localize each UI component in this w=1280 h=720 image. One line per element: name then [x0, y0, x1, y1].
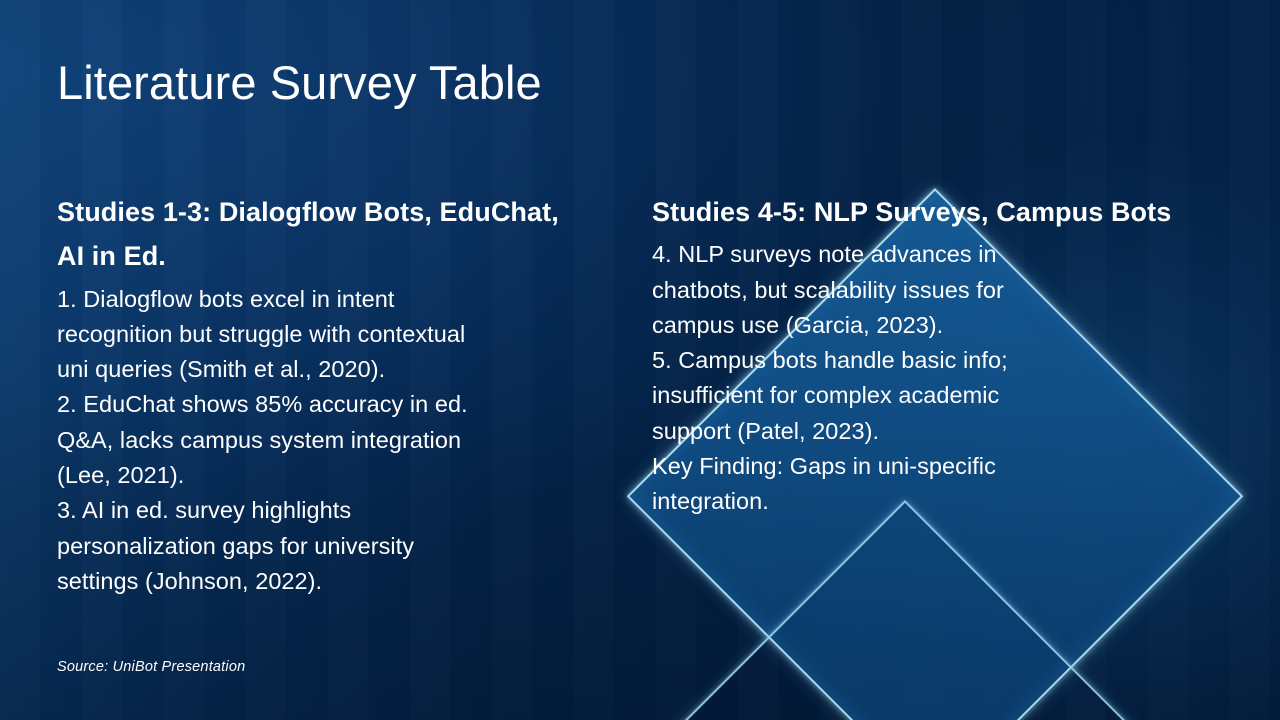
body-line: 2. EduChat shows 85% accuracy in ed.: [57, 391, 468, 418]
body-line: uni queries (Smith et al., 2020).: [57, 356, 386, 383]
body-line: integration.: [652, 488, 769, 515]
body-line: chatbots, but scalability issues for: [652, 276, 1004, 303]
body-line: Key Finding: Gaps in uni-specific: [652, 453, 996, 480]
left-column-heading: Studies 1-3: Dialogflow Bots, EduChat, A…: [57, 197, 559, 272]
body-line: recognition but struggle with contextual: [57, 320, 466, 347]
right-column-heading: Studies 4-5: NLP Surveys, Campus Bots: [652, 197, 1172, 227]
right-column: Studies 4-5: NLP Surveys, Campus Bots 4.…: [652, 190, 1182, 520]
left-column: Studies 1-3: Dialogflow Bots, EduChat, A…: [57, 190, 587, 599]
body-line: 5. Campus bots handle basic info;: [652, 347, 1008, 374]
body-line: campus use (Garcia, 2023).: [652, 311, 944, 338]
source-note: Source: UniBot Presentation: [57, 659, 246, 675]
body-line: support (Patel, 2023).: [652, 417, 880, 444]
body-line: (Lee, 2021).: [57, 462, 185, 489]
body-line: insufficient for complex academic: [652, 382, 1000, 409]
left-column-body: 1. Dialogflow bots excel in intent recog…: [57, 282, 587, 600]
body-line: personalization gaps for university: [57, 532, 415, 559]
body-line: 3. AI in ed. survey highlights: [57, 497, 352, 524]
right-column-body: 4. NLP surveys note advances in chatbots…: [652, 237, 1182, 519]
slide-title: Literature Survey Table: [57, 56, 542, 109]
body-line: settings (Johnson, 2022).: [57, 567, 323, 594]
body-line: 1. Dialogflow bots excel in intent: [57, 285, 395, 312]
body-line: Q&A, lacks campus system integration: [57, 426, 462, 453]
body-line: 4. NLP surveys note advances in: [652, 241, 997, 268]
